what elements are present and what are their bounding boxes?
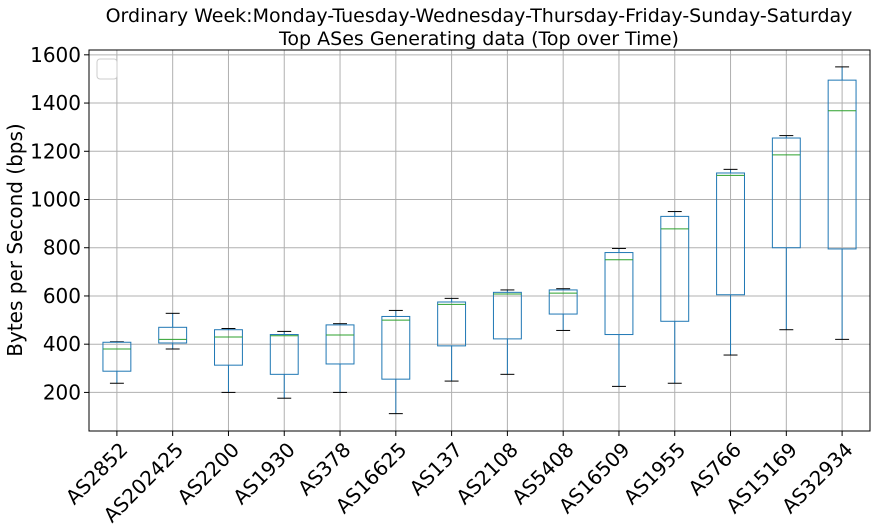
y-tick-label: 400 [43, 332, 81, 356]
box-AS1955 [660, 211, 690, 384]
grid-lines [89, 50, 870, 431]
box-AS5408 [548, 288, 578, 331]
y-tick-label: 1400 [30, 91, 81, 115]
y-axis-ticks: 200 400 600 800 1000 1200 1400 1600 [30, 43, 89, 404]
y-tick-label: 800 [43, 236, 81, 260]
box-AS202425 [158, 312, 188, 350]
iqr-box [102, 341, 132, 372]
box-AS2108 [492, 289, 522, 375]
iqr-box [604, 252, 634, 336]
y-tick-label: 1200 [30, 139, 81, 163]
box-AS16625 [381, 309, 411, 415]
box-AS2852 [102, 341, 132, 384]
iqr-box [771, 137, 801, 249]
boxes-layer [102, 66, 857, 415]
y-tick-label: 200 [43, 380, 81, 404]
iqr-box [214, 329, 243, 366]
y-tick-label: 1600 [30, 43, 81, 67]
iqr-box [325, 324, 355, 365]
plot-frame [88, 49, 871, 432]
chart-subtitle: Top ASes Generating data (Top over Time) [278, 28, 679, 50]
y-tick-label: 1000 [30, 188, 81, 212]
iqr-box [827, 79, 857, 250]
box-AS137 [437, 297, 467, 382]
y-axis-label: Bytes per Second (bps) [3, 123, 27, 356]
box-AS2200 [214, 328, 243, 393]
x-tick-label: AS1955 [619, 438, 691, 510]
box-AS1930 [269, 330, 299, 399]
legend-box [96, 58, 118, 80]
chart-title: Ordinary Week:Monday-Tuesday-Wednesday-T… [106, 5, 853, 27]
iqr-box [381, 315, 411, 380]
iqr-box [158, 326, 188, 344]
iqr-box [492, 291, 522, 340]
iqr-box [716, 172, 745, 296]
box-AS16509 [604, 247, 634, 387]
box-AS766 [716, 168, 745, 356]
x-axis-ticks: AS2852AS202425AS2200AS1930AS378AS16625AS… [61, 431, 858, 527]
iqr-box [660, 215, 690, 322]
y-tick-label: 600 [43, 284, 81, 308]
box-AS15169 [771, 135, 801, 331]
iqr-box [548, 289, 578, 315]
iqr-box [437, 301, 467, 347]
box-AS378 [325, 323, 355, 393]
iqr-box [269, 334, 299, 375]
x-tick-label: AS1930 [228, 438, 300, 510]
box-AS32934 [827, 66, 857, 340]
